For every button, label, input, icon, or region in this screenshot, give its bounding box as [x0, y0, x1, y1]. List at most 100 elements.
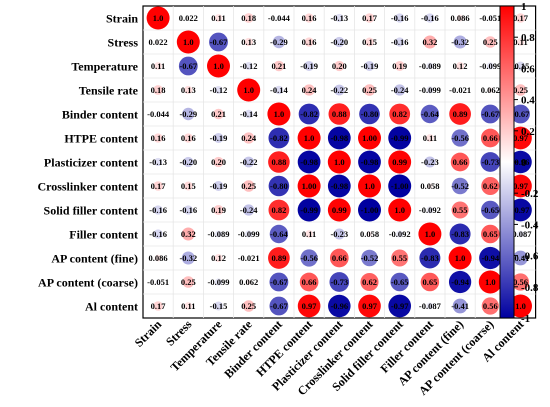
correlation-value-label: -0.12: [210, 85, 228, 95]
correlation-value-label: 0.62: [362, 277, 377, 287]
correlation-value-label: -0.41: [512, 253, 530, 263]
correlation-value-label: -0.13: [149, 157, 167, 167]
correlation-value-label: 1.0: [394, 205, 405, 215]
correlation-dot: [304, 37, 314, 47]
correlation-dot: [509, 294, 532, 318]
correlation-value-label: -0.64: [270, 229, 288, 239]
correlation-value-label: -0.41: [451, 301, 469, 311]
row-label: Filler content: [69, 228, 138, 242]
correlation-value-label: 0.88: [332, 109, 347, 119]
correlation-dot: [427, 183, 433, 189]
correlation-value-label: 0.82: [271, 205, 286, 215]
correlation-value-label: -0.16: [149, 229, 167, 239]
correlation-value-label: 0.16: [151, 133, 166, 143]
correlation-dot: [480, 152, 501, 172]
correlation-value-label: 0.65: [422, 277, 437, 287]
correlation-dot: [178, 56, 198, 76]
correlation-dot: [334, 36, 345, 48]
correlation-value-label: 1.0: [515, 301, 526, 311]
correlation-dot: [358, 174, 381, 198]
correlation-value-label: 0.97: [302, 301, 318, 311]
correlation-dot: [423, 35, 437, 49]
correlation-value-label: 0.18: [151, 85, 166, 95]
correlation-value-label: -0.12: [240, 61, 258, 71]
correlation-dot: [451, 177, 469, 195]
correlation-dot: [272, 35, 286, 49]
correlation-dot: [328, 103, 351, 125]
correlation-dot: [268, 199, 290, 221]
correlation-value-label: -0.22: [330, 85, 348, 95]
row-label: Tensile rate: [79, 84, 139, 98]
correlation-value-label: -0.98: [330, 133, 348, 143]
row-label: Stress: [108, 36, 139, 50]
correlation-dot: [327, 126, 351, 150]
correlation-dot: [449, 223, 471, 245]
correlation-value-label: -0.021: [238, 253, 260, 263]
row-label: Strain: [106, 12, 138, 26]
correlation-dot: [242, 300, 255, 312]
correlation-dot: [304, 13, 314, 23]
correlation-dot: [481, 297, 499, 315]
correlation-dot: [153, 205, 163, 215]
correlation-dot: [328, 294, 351, 318]
correlation-dot: [327, 174, 351, 198]
correlation-dot: [426, 206, 434, 214]
correlation-value-label: 0.66: [453, 157, 468, 167]
correlation-dot: [300, 249, 318, 267]
correlation-value-label: -0.56: [451, 133, 469, 143]
correlation-dot: [481, 176, 500, 196]
correlation-dot: [481, 200, 500, 220]
correlation-value-label: -0.52: [361, 253, 379, 263]
correlation-dot: [297, 150, 321, 174]
correlation-dot: [458, 88, 462, 92]
correlation-dot: [388, 150, 412, 174]
correlation-dot: [327, 198, 351, 222]
correlation-value-label: 1.0: [334, 157, 345, 167]
correlation-dot: [426, 62, 434, 70]
colorbar-tick-label: 0.6: [521, 63, 535, 75]
correlation-dot: [389, 103, 411, 125]
correlation-dot: [480, 104, 500, 124]
row-label: Temperature: [71, 60, 138, 74]
correlation-dot: [360, 272, 379, 292]
correlation-dot: [146, 6, 170, 30]
correlation-value-label: -0.092: [419, 205, 441, 215]
correlation-dot: [244, 62, 253, 70]
correlation-dot: [297, 294, 321, 318]
correlation-dot: [509, 126, 532, 150]
colorbar-gradient: [499, 5, 515, 319]
correlation-dot: [237, 78, 261, 102]
correlation-dot: [487, 87, 494, 93]
correlation-value-label: 0.25: [181, 277, 196, 287]
correlation-value-label: -0.82: [270, 133, 288, 143]
correlation-value-label: 0.11: [513, 37, 527, 47]
correlation-value-label: 0.25: [483, 37, 498, 47]
correlation-value-label: 0.25: [241, 301, 256, 311]
correlation-dot: [448, 270, 472, 294]
correlation-value-label: 0.97: [513, 181, 529, 191]
correlation-value-label: 0.66: [332, 253, 347, 263]
row-label: AP content (coarse): [38, 276, 138, 290]
correlation-value-label: 0.11: [302, 229, 316, 239]
correlation-dot: [509, 174, 532, 198]
correlation-dot: [420, 104, 440, 124]
correlation-value-label: -0.83: [421, 253, 439, 263]
correlation-value-label: -0.67: [512, 109, 530, 119]
correlation-value-label: 0.12: [453, 61, 468, 71]
correlation-dot: [358, 198, 381, 222]
correlation-dot: [329, 272, 350, 292]
correlation-value-label: -0.15: [512, 61, 530, 71]
correlation-dot: [390, 272, 409, 292]
correlation-dot: [456, 14, 464, 22]
correlation-value-label: 0.16: [302, 37, 317, 47]
correlation-dot: [487, 15, 493, 21]
correlation-value-label: -0.99: [300, 205, 318, 215]
correlation-value-label: 0.18: [241, 13, 256, 23]
correlation-dot: [242, 180, 255, 192]
row-label: Al content: [85, 300, 138, 314]
correlation-value-label: 0.058: [420, 181, 439, 191]
correlation-dot: [327, 150, 351, 174]
correlation-dot: [511, 104, 530, 124]
